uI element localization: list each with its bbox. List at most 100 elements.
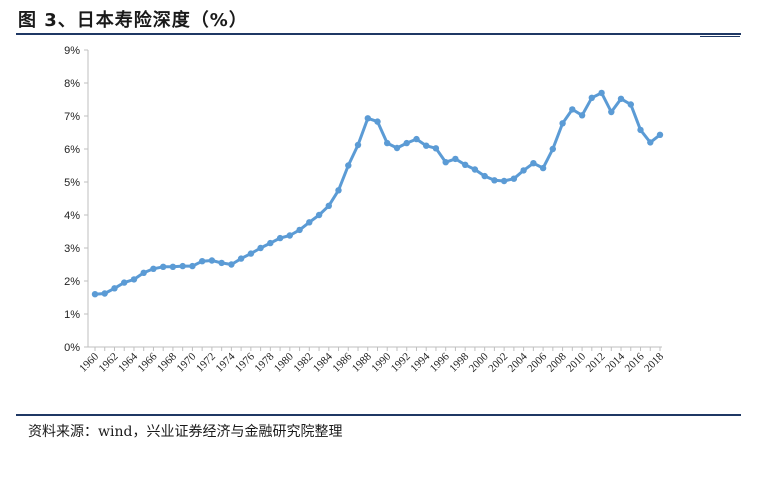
x-tick-label: 1990	[369, 350, 393, 374]
data-point	[237, 255, 245, 262]
series-layer	[91, 89, 664, 298]
y-tick-label: 9%	[64, 45, 80, 57]
data-point	[452, 155, 459, 163]
data-point	[578, 112, 586, 119]
x-tick-label: 1968	[155, 350, 179, 374]
y-tick-label: 8%	[64, 78, 80, 90]
data-point	[179, 262, 186, 270]
data-point	[160, 263, 167, 270]
data-point	[140, 269, 147, 276]
x-tick-label: 2004	[506, 350, 530, 374]
data-point	[423, 142, 430, 149]
data-point	[393, 144, 401, 152]
data-point	[432, 145, 440, 152]
x-tick-label: 2002	[486, 351, 510, 375]
x-tick-label: 1986	[330, 350, 354, 374]
data-point	[228, 261, 235, 268]
data-point	[130, 276, 138, 283]
y-tick-label: 0%	[64, 342, 80, 354]
x-tick-label: 2006	[525, 350, 549, 374]
data-point	[617, 95, 625, 103]
x-tick-label: 1972	[194, 351, 218, 375]
x-tick-label: 1964	[116, 350, 140, 374]
data-point	[647, 139, 654, 146]
x-tick-label: 1984	[311, 350, 335, 374]
x-tick-label: 2012	[584, 351, 608, 375]
data-point	[306, 219, 313, 226]
x-tick-label: 1980	[272, 350, 296, 374]
data-point	[559, 120, 566, 127]
x-tick-label: 2010	[564, 350, 588, 374]
data-point	[462, 161, 469, 168]
data-point	[150, 265, 157, 272]
data-point	[549, 145, 556, 153]
data-point	[384, 139, 391, 147]
x-tick-label: 1974	[213, 350, 237, 374]
x-tick-label: 1998	[447, 350, 471, 374]
data-point	[208, 257, 216, 264]
y-tick-label: 7%	[64, 111, 80, 123]
data-point	[481, 172, 488, 180]
data-point	[569, 106, 576, 113]
top-rule-accent	[700, 36, 740, 37]
data-point	[354, 141, 362, 149]
y-tick-label: 4%	[64, 210, 80, 222]
y-tick-label: 1%	[64, 309, 80, 321]
figure-title: 图 3、日本寿险深度（%）	[18, 10, 248, 31]
data-point	[121, 279, 128, 286]
data-point	[539, 164, 547, 172]
line-chart: 0% 1% 2% 3% 4% 5% 6% 7% 8% 9% 1960196219641966196…	[64, 45, 666, 375]
data-point	[257, 244, 264, 252]
data-point	[403, 139, 410, 147]
bottom-rule	[16, 414, 741, 416]
x-tick-label: 2018	[642, 350, 666, 374]
data-point	[627, 101, 634, 108]
y-axis: 0% 1% 2% 3% 4% 5% 6% 7% 8% 9%	[64, 45, 89, 354]
data-point	[588, 94, 595, 102]
data-point	[364, 115, 371, 122]
data-point	[510, 175, 518, 182]
data-point	[286, 232, 293, 239]
x-axis: 1960196219641966196819701972197419761978…	[77, 346, 666, 375]
y-tick-label: 5%	[64, 177, 80, 189]
x-tick-label: 1976	[233, 350, 257, 374]
data-point	[374, 118, 381, 125]
data-point	[442, 159, 449, 166]
x-tick-label: 1978	[252, 350, 276, 374]
x-tick-label: 2016	[623, 350, 647, 374]
data-point	[608, 108, 615, 116]
data-point	[598, 89, 605, 97]
data-point	[247, 250, 255, 257]
source-note: 资料来源：wind，兴业证券经济与金融研究院整理	[28, 424, 343, 440]
x-tick-label: 1996	[428, 350, 452, 374]
data-point	[267, 239, 274, 247]
top-rule	[16, 33, 741, 35]
data-point	[491, 177, 498, 184]
data-point	[315, 211, 323, 219]
data-point	[276, 234, 284, 242]
data-point	[335, 187, 342, 194]
x-tick-label: 1994	[408, 350, 432, 374]
y-tick-label: 2%	[64, 276, 80, 288]
data-point	[656, 131, 664, 138]
data-point	[325, 202, 332, 209]
x-tick-label: 1962	[97, 351, 121, 375]
data-point	[413, 135, 420, 143]
y-tick-label: 6%	[64, 144, 80, 156]
data-point	[111, 285, 118, 292]
data-point	[218, 259, 225, 267]
x-tick-label: 2014	[603, 350, 627, 374]
data-point	[471, 166, 479, 173]
x-tick-label: 2008	[545, 350, 569, 374]
data-point	[91, 291, 99, 298]
x-tick-label: 1970	[174, 350, 198, 374]
x-tick-label: 1966	[136, 350, 160, 374]
x-tick-label: 1988	[350, 350, 374, 374]
data-point	[199, 258, 206, 265]
x-tick-label: 1960	[77, 350, 101, 374]
data-point	[520, 167, 527, 174]
x-tick-label: 1982	[291, 351, 315, 375]
data-point	[169, 263, 177, 270]
data-point	[637, 126, 644, 134]
data-point	[101, 290, 108, 297]
